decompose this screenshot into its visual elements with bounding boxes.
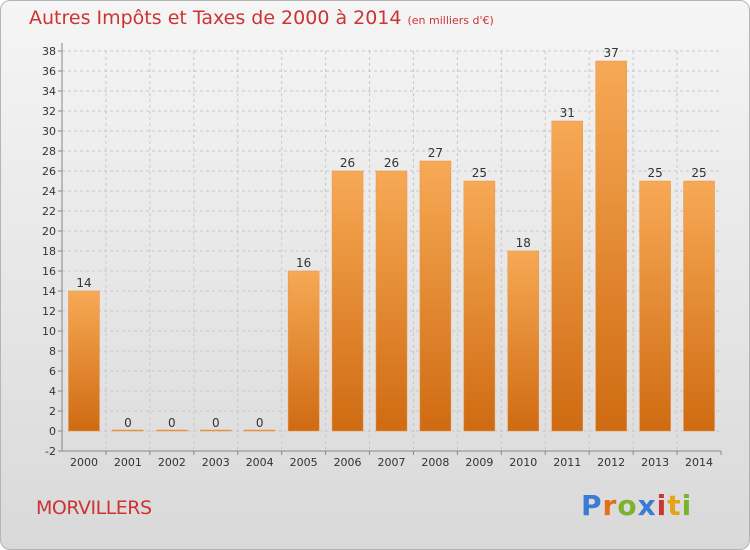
- bar-value-label: 16: [296, 256, 311, 270]
- bar: [507, 250, 540, 432]
- y-tick-label: 28: [42, 145, 56, 158]
- grid-lines: [62, 50, 721, 452]
- x-tick-label: 2000: [70, 456, 98, 469]
- bar: [639, 180, 671, 432]
- bar: [551, 120, 583, 432]
- bar: [156, 429, 188, 432]
- x-tick-label: 2002: [158, 456, 186, 469]
- x-tick-label: 2012: [597, 456, 625, 469]
- logo-letter: i: [681, 489, 693, 522]
- bar: [463, 180, 496, 432]
- logo-letter: r: [602, 489, 618, 522]
- bar-value-label: 25: [691, 166, 706, 180]
- x-tick-label: 2014: [685, 456, 713, 469]
- data-labels: 14 0 0 0 0 16 26 26 27 25 18 31 37 25 25: [76, 46, 706, 430]
- y-tick-label: 38: [42, 45, 56, 58]
- y-tick-label: 36: [42, 65, 56, 78]
- x-tick-label: 2008: [421, 456, 449, 469]
- x-tick-label: 2010: [509, 456, 537, 469]
- x-tick-label: 2009: [465, 456, 493, 469]
- y-tick-label: 10: [42, 325, 56, 338]
- y-tick-label: 32: [42, 105, 56, 118]
- y-tick-label: 18: [42, 245, 56, 258]
- bar: [243, 429, 276, 432]
- chart-title-text: Autres Impôts et Taxes de 2000 à 2014: [29, 7, 402, 29]
- bar-value-label: 0: [212, 416, 220, 430]
- y-tick-label: 6: [49, 365, 56, 378]
- chart-unit: (en milliers d'€): [407, 14, 494, 27]
- bar-value-label: 31: [560, 106, 575, 120]
- logo-letter: o: [617, 489, 638, 522]
- y-tick-label: 4: [49, 385, 56, 398]
- bar: [287, 270, 320, 432]
- bar-value-label: 27: [428, 146, 443, 160]
- bar-value-label: 25: [472, 166, 487, 180]
- bar-value-label: 0: [124, 416, 132, 430]
- chart-title: Autres Impôts et Taxes de 2000 à 2014 (en…: [29, 7, 494, 29]
- x-tick-label: 2004: [246, 456, 274, 469]
- bars: [68, 60, 715, 432]
- axes: -202468101214161820222426283032343638200…: [42, 43, 722, 469]
- logo-letter: i: [656, 489, 668, 522]
- y-tick-label: 24: [42, 185, 56, 198]
- bar: [419, 160, 452, 432]
- logo-letter: x: [637, 489, 657, 522]
- x-tick-label: 2001: [114, 456, 142, 469]
- y-tick-label: 12: [42, 305, 56, 318]
- proxiti-logo[interactable]: Proxiti: [581, 489, 692, 522]
- bar-value-label: 0: [256, 416, 264, 430]
- logo-letter: t: [667, 489, 682, 522]
- bar: [112, 429, 144, 432]
- y-tick-label: 2: [49, 405, 56, 418]
- y-tick-label: 30: [42, 125, 56, 138]
- x-tick-label: 2003: [202, 456, 230, 469]
- x-tick-label: 2005: [290, 456, 318, 469]
- y-tick-label: -2: [45, 445, 56, 458]
- y-tick-label: 0: [49, 425, 56, 438]
- bar-value-label: 18: [516, 236, 531, 250]
- commune-name: MORVILLERS: [36, 497, 152, 519]
- x-tick-label: 2006: [334, 456, 362, 469]
- bar: [331, 170, 364, 432]
- bar: [683, 180, 715, 432]
- y-tick-label: 26: [42, 165, 56, 178]
- bar: [68, 290, 100, 432]
- bar: [595, 60, 627, 432]
- y-tick-label: 14: [42, 285, 56, 298]
- y-tick-label: 8: [49, 345, 56, 358]
- y-tick-label: 22: [42, 205, 56, 218]
- y-tick-label: 20: [42, 225, 56, 238]
- y-tick-label: 16: [42, 265, 56, 278]
- y-tick-label: 34: [42, 85, 56, 98]
- bar: [200, 429, 232, 432]
- bar-value-label: 25: [647, 166, 662, 180]
- logo-letter: P: [581, 489, 603, 522]
- bar-value-label: 26: [340, 156, 355, 170]
- bar-value-label: 37: [604, 46, 619, 60]
- x-tick-label: 2011: [553, 456, 581, 469]
- bar-value-label: 26: [384, 156, 399, 170]
- x-tick-label: 2007: [378, 456, 406, 469]
- bar-value-label: 0: [168, 416, 176, 430]
- bar: [375, 170, 408, 432]
- x-tick-label: 2013: [641, 456, 669, 469]
- bar-value-label: 14: [76, 276, 91, 290]
